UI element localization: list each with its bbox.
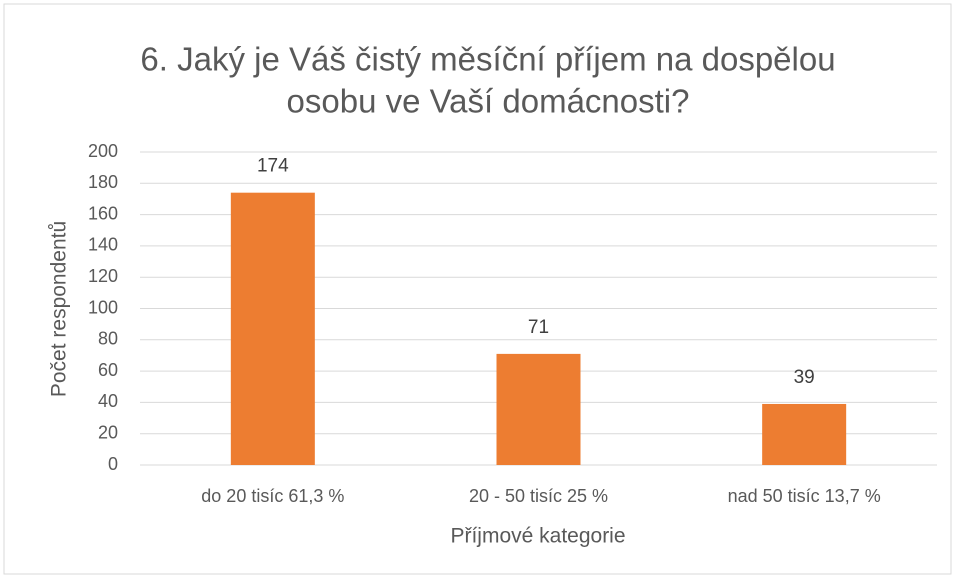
chart-title: osobu ve Vaší domácnosti? xyxy=(287,83,690,120)
data-label: 71 xyxy=(528,317,549,338)
y-tick-label: 100 xyxy=(88,297,118,317)
data-label: 39 xyxy=(794,367,815,388)
bar xyxy=(762,403,847,465)
y-tick-label: 60 xyxy=(98,360,118,380)
y-tick-label: 140 xyxy=(88,235,118,255)
chart-title: 6. Jaký je Váš čistý měsíční příjem na d… xyxy=(140,41,835,78)
y-tick-label: 40 xyxy=(98,391,118,411)
x-tick-label: nad 50 tisíc 13,7 % xyxy=(728,486,881,506)
y-tick-label: 180 xyxy=(88,172,118,192)
x-tick-label: do 20 tisíc 61,3 % xyxy=(201,486,344,506)
chart-border xyxy=(3,3,952,575)
y-tick-label: 120 xyxy=(88,266,118,286)
x-tick-label: 20 - 50 tisíc 25 % xyxy=(469,486,608,506)
y-axis-title: Počet respondentů xyxy=(48,221,71,397)
x-axis-title: Příjmové kategorie xyxy=(450,525,625,548)
y-tick-label: 160 xyxy=(88,203,118,223)
y-tick-label: 20 xyxy=(98,422,118,442)
data-label: 174 xyxy=(257,156,289,177)
bar xyxy=(230,192,315,465)
bar xyxy=(496,353,581,465)
y-tick-label: 200 xyxy=(88,141,118,161)
y-tick-label: 80 xyxy=(98,329,118,349)
y-tick-label: 0 xyxy=(108,454,118,474)
